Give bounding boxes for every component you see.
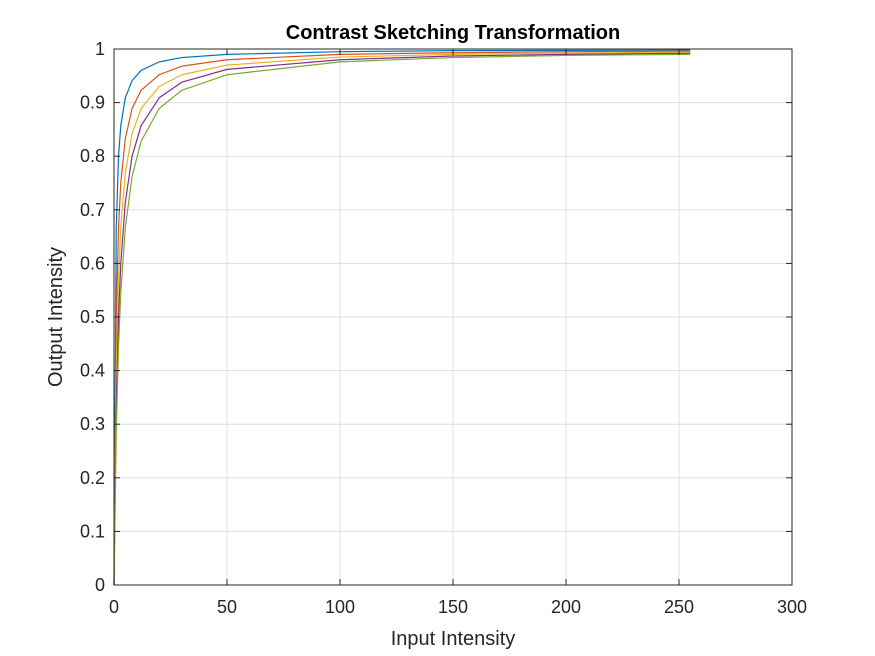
y-tick-label: 0.7 xyxy=(80,200,105,220)
y-axis-label: Output Intensity xyxy=(45,247,67,387)
y-tick-label: 1 xyxy=(95,39,105,59)
x-tick-label: 50 xyxy=(217,597,237,617)
series-line-1 xyxy=(113,49,691,586)
x-tick-label: 300 xyxy=(777,597,807,617)
series-line-4 xyxy=(113,52,691,586)
y-tick-label: 0.2 xyxy=(80,468,105,488)
y-tick-label: 0.1 xyxy=(80,521,105,541)
x-tick-label: 200 xyxy=(551,597,581,617)
series-line-3 xyxy=(113,51,691,586)
y-tick-label: 0.9 xyxy=(80,93,105,113)
y-ticks: 0 0.1 0.2 0.3 0.4 0.5 0.6 0.7 0.8 0.9 1 xyxy=(80,39,792,595)
x-tick-label: 0 xyxy=(109,597,119,617)
x-tick-label: 150 xyxy=(438,597,468,617)
y-tick-label: 0.5 xyxy=(80,307,105,327)
x-tick-label: 250 xyxy=(664,597,694,617)
y-tick-label: 0.6 xyxy=(80,253,105,273)
series-line-2 xyxy=(113,50,691,586)
y-tick-label: 0.3 xyxy=(80,414,105,434)
series-line-5 xyxy=(113,53,691,586)
y-tick-label: 0.8 xyxy=(80,146,105,166)
x-tick-label: 100 xyxy=(325,597,355,617)
series-group xyxy=(113,49,691,586)
y-tick-label: 0 xyxy=(95,575,105,595)
x-ticks: 0 50 100 150 200 250 300 xyxy=(109,49,807,617)
y-tick-label: 0.4 xyxy=(80,361,105,381)
chart-title: Contrast Sketching Transformation xyxy=(286,22,621,44)
x-axis-label: Input Intensity xyxy=(391,628,516,650)
